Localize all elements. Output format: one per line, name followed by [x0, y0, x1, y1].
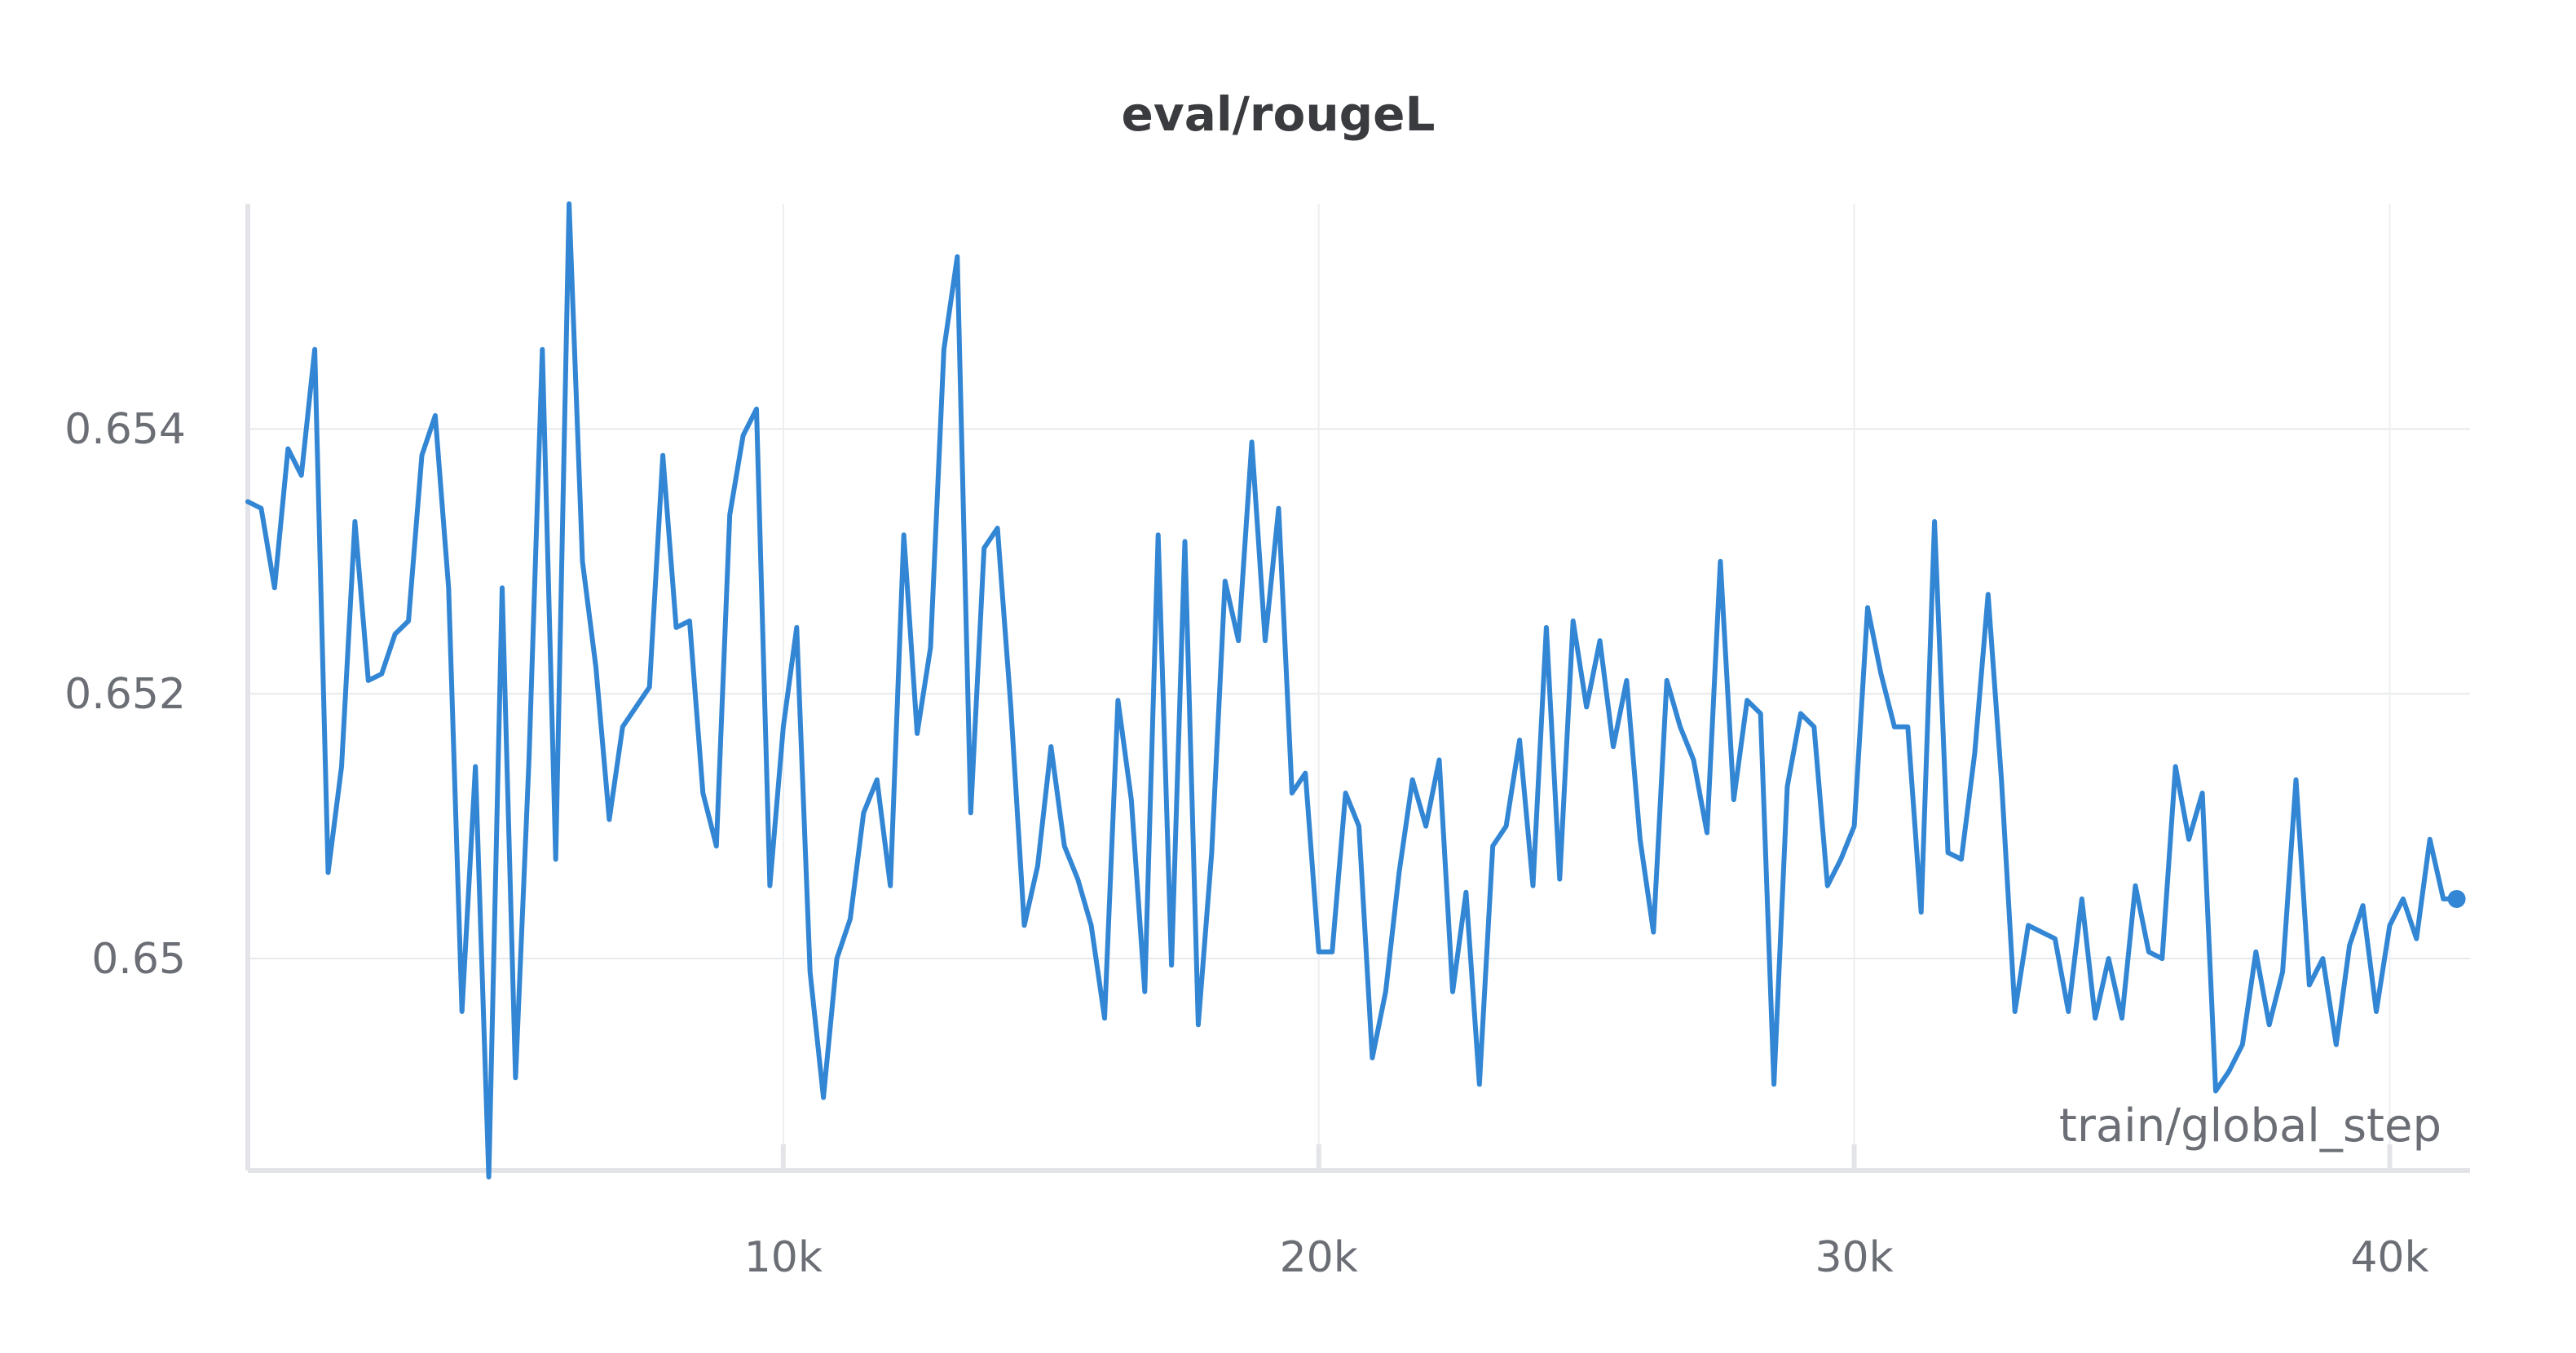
- x-tick-label: 20k: [1280, 1233, 1358, 1282]
- series-end-point: [2447, 889, 2466, 908]
- series-line: [245, 201, 2459, 1180]
- x-tick-label: 10k: [744, 1233, 823, 1282]
- y-tick-label: 0.652: [64, 670, 186, 719]
- x-tick-label: 40k: [2350, 1233, 2428, 1282]
- axis-layer: [245, 204, 2470, 1173]
- grid-layer: [248, 204, 2470, 1170]
- tick-layer: 0.65 0.652 0.654 10k 20k 30k 40k: [64, 405, 2428, 1282]
- chart-title: eval/rougeL: [1122, 86, 1436, 142]
- x-axis-label: train/global_step: [2059, 1100, 2441, 1152]
- y-tick-label: 0.65: [91, 935, 186, 984]
- series-layer: [245, 201, 2466, 1180]
- y-tick-label: 0.654: [64, 405, 186, 454]
- x-tick-label: 30k: [1815, 1233, 1893, 1282]
